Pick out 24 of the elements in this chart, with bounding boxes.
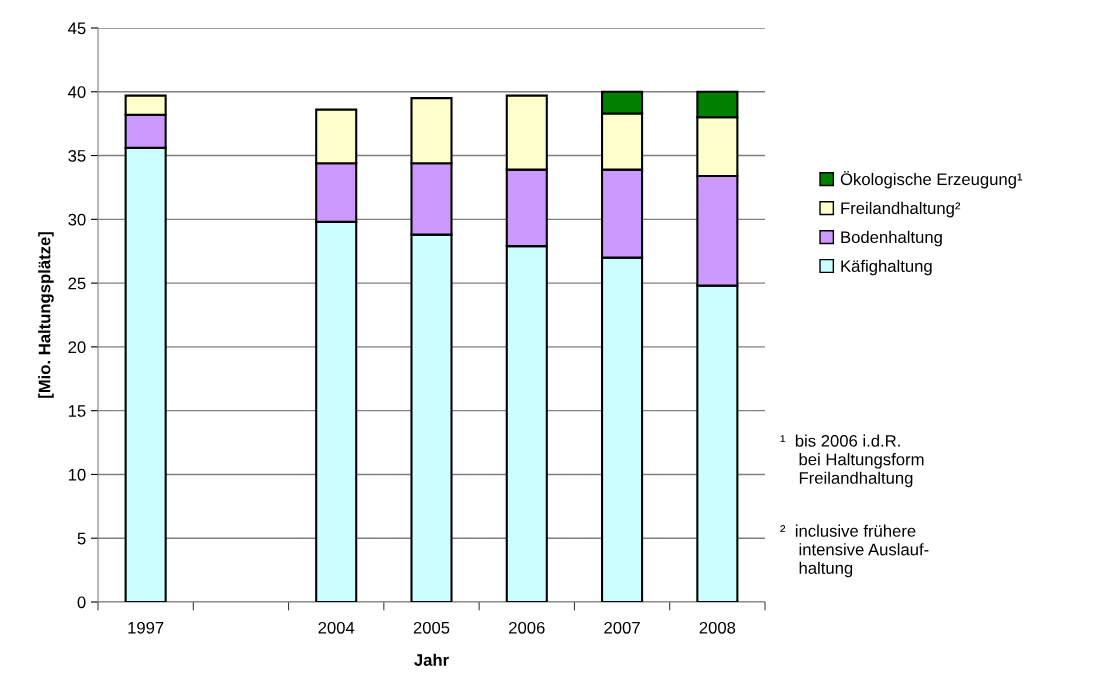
y-tick-label: 15 — [68, 405, 86, 417]
legend-label: Bodenhaltung — [841, 230, 942, 247]
legend-label: Käfighaltung — [841, 259, 932, 276]
legend-label: Freilandhaltung² — [841, 201, 961, 218]
x-tick-label: 2007 — [604, 621, 640, 634]
x-tick-label: 2004 — [318, 621, 355, 634]
y-tick-label: 10 — [68, 468, 86, 481]
text: ¹ bis 2006 i.d.R. bei Haltungsform Freilandhaltung — [780, 434, 924, 488]
y-tick-label: 45 — [68, 22, 86, 35]
x-tick-label: 2006 — [509, 621, 545, 634]
x-axis-title: Jahr — [414, 653, 449, 666]
y-tick-label: 35 — [68, 149, 86, 162]
x-tick-label: 2005 — [413, 621, 450, 634]
y-tick-label: 0 — [77, 596, 86, 609]
x-tick-label: 2008 — [699, 621, 736, 634]
x-tick-label: 1997 — [128, 621, 164, 634]
text: ² inclusive frühere intensive Auslauf- haltung — [780, 524, 929, 578]
y-tick-label: 40 — [68, 86, 86, 98]
y-tick-label: 5 — [77, 532, 86, 545]
legend-label: Ökologische Erzeugung¹ — [840, 171, 1023, 189]
y-tick-label: 20 — [68, 341, 86, 354]
y-tick-label: 30 — [68, 213, 86, 226]
y-tick-label: 25 — [68, 277, 86, 290]
y-axis-title: [Mio. Haltungsplätze] — [38, 232, 54, 398]
